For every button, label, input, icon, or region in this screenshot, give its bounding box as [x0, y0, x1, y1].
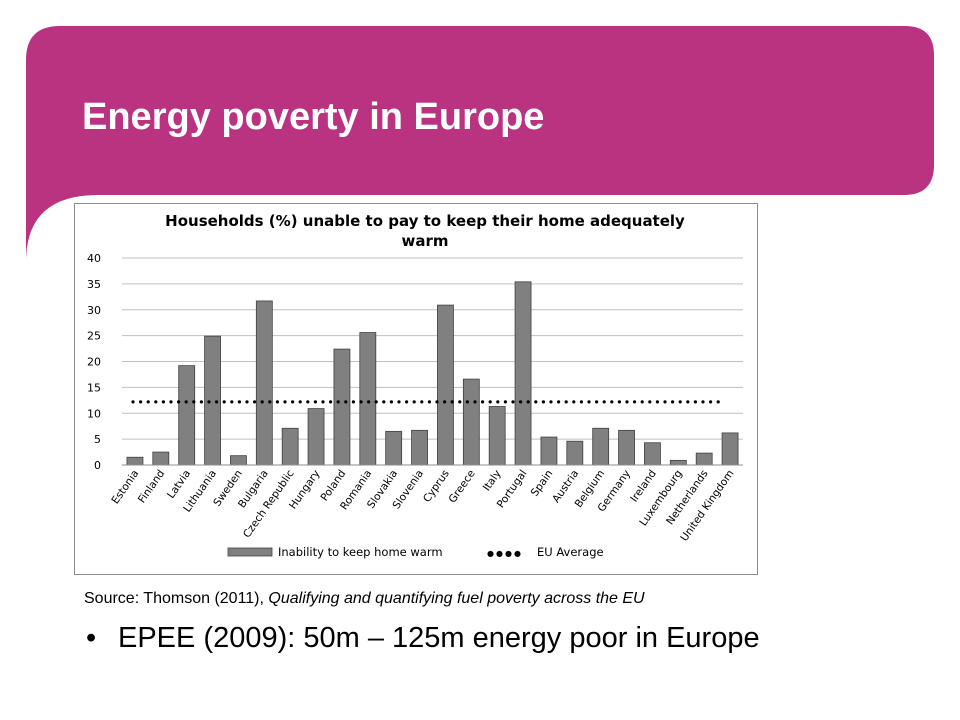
bar-chart: Households (%) unable to pay to keep the…: [87, 212, 743, 559]
title-banner: [26, 26, 934, 260]
x-tick-label: Spain: [529, 468, 556, 499]
source-prefix: Source: Thomson (2011),: [84, 590, 269, 607]
chart-frame: Households (%) unable to pay to keep the…: [74, 203, 758, 575]
chart-title-line: Households (%) unable to pay to keep the…: [165, 212, 685, 230]
x-axis-tick-labels: EstoniaFinlandLatviaLithuaniaSwedenBulga…: [109, 468, 736, 544]
y-tick-label: 35: [87, 278, 101, 291]
y-axis-tick-labels: 0 5 10 15 20 25 30 35 40: [87, 252, 101, 472]
bar: [721, 432, 739, 466]
bar: [255, 300, 273, 466]
source-citation: Source: Thomson (2011), Qualifying and q…: [84, 590, 645, 608]
bar: [385, 430, 403, 466]
bar: [566, 440, 584, 466]
y-tick-label: 20: [87, 356, 101, 369]
bar: [359, 332, 377, 466]
legend-bar-swatch: [227, 547, 273, 557]
source-title: Qualifying and quantifying fuel poverty …: [268, 590, 645, 607]
chart-bars: [126, 281, 739, 466]
bar: [126, 456, 144, 466]
bar: [230, 455, 247, 466]
bar: [644, 442, 661, 466]
x-tick-label: Estonia: [109, 468, 141, 507]
bullet-text: EPEE (2009): 50m – 125m energy poor in E…: [118, 622, 760, 654]
title-banner-shape: [26, 26, 934, 260]
y-tick-label: 30: [87, 304, 101, 317]
bar: [411, 429, 428, 466]
bullet-glyph: •: [86, 622, 97, 654]
x-tick-label: Italy: [481, 468, 504, 494]
bar: [307, 408, 325, 466]
x-tick-label: Greece: [446, 468, 477, 506]
legend-label-bars: Inability to keep home warm: [278, 545, 443, 559]
bar: [695, 452, 713, 466]
legend-label-average: EU Average: [537, 545, 604, 559]
chart-title-line: warm: [401, 232, 448, 250]
chart-title: Households (%) unable to pay to keep the…: [165, 212, 685, 250]
bar: [333, 348, 351, 466]
bar: [618, 429, 635, 466]
chart-gridlines: [122, 257, 743, 440]
x-tick-label: Finland: [136, 468, 167, 506]
y-tick-label: 40: [87, 252, 101, 265]
y-tick-label: 5: [94, 433, 101, 446]
slide-title: Energy poverty in Europe: [82, 96, 545, 138]
chart-legend: Inability to keep home warm ●●●● EU Averag…: [227, 545, 604, 559]
bar: [281, 427, 299, 466]
bar: [669, 459, 687, 466]
bar: [592, 427, 610, 466]
y-tick-label: 10: [87, 407, 101, 420]
y-tick-label: 0: [94, 459, 101, 472]
bar: [540, 436, 558, 466]
legend-dots-swatch: ●●●●: [487, 549, 523, 558]
bar: [514, 281, 532, 466]
bar: [488, 406, 506, 466]
bullet-point: • EPEE (2009): 50m – 125m energy poor in …: [86, 622, 760, 655]
y-tick-label: 15: [87, 381, 101, 394]
bar: [462, 378, 480, 466]
bar: [204, 335, 221, 466]
bar: [152, 451, 170, 466]
y-tick-label: 25: [87, 330, 101, 343]
bar: [178, 365, 196, 466]
bar: [437, 304, 454, 466]
